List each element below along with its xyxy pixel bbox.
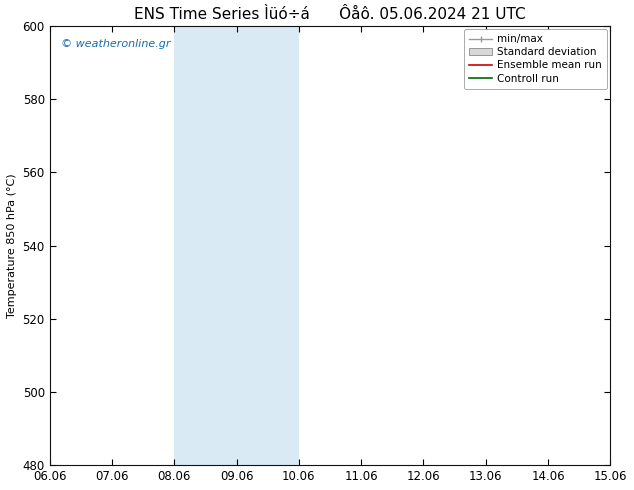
Bar bbox=[174, 26, 299, 465]
Y-axis label: Temperature 850 hPa (°C): Temperature 850 hPa (°C) bbox=[7, 173, 17, 318]
Title: ENS Time Series Ìüó÷á      Ôåô. 05.06.2024 21 UTC: ENS Time Series Ìüó÷á Ôåô. 05.06.2024 21… bbox=[134, 7, 526, 22]
Text: © weatheronline.gr: © weatheronline.gr bbox=[61, 39, 171, 49]
Legend: min/max, Standard deviation, Ensemble mean run, Controll run: min/max, Standard deviation, Ensemble me… bbox=[464, 29, 607, 89]
